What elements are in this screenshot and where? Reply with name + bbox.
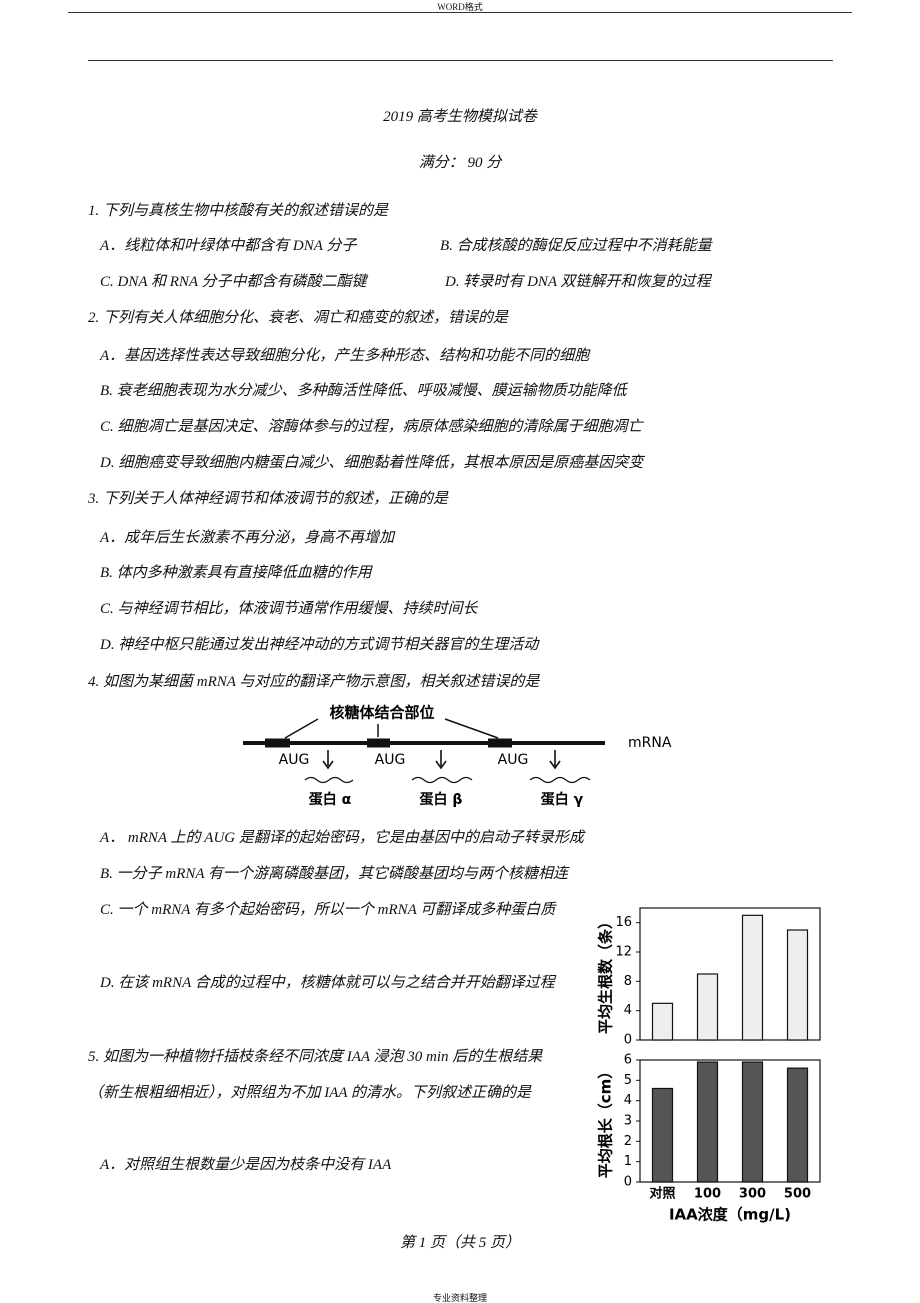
mrna-diagram (243, 718, 605, 784)
question-stem: 3. 下列关于人体神经调节和体液调节的叙述，正确的是 (88, 491, 449, 507)
y-tick-label: 4 (624, 1003, 632, 1018)
question-stem: 1. 下列与真核生物中核酸有关的叙述错误的是 (88, 203, 389, 219)
rule (88, 60, 833, 61)
y-tick-label: 2 (624, 1134, 632, 1149)
question-stem: 2. 下列有关人体细胞分化、衰老、凋亡和癌变的叙述，错误的是 (88, 310, 509, 326)
y-tick-label: 1 (624, 1154, 632, 1169)
subtitle: 满分： 90 分 (418, 155, 502, 171)
x-tick-label: 300 (739, 1187, 766, 1202)
codon-label: AUG (498, 752, 529, 768)
y-tick-label: 8 (624, 974, 632, 989)
y-tick-label: 3 (624, 1114, 632, 1129)
bar (741, 1061, 764, 1183)
option: D. 转录时有 DNA 双链解开和恢复的过程 (445, 274, 711, 290)
bar (741, 914, 764, 1041)
option: B. 衰老细胞表现为水分减少、多种酶活性降低、呼吸减慢、膜运输物质功能降低 (100, 383, 627, 399)
option: C. DNA 和 RNA 分子中都含有磷酸二酯键 (100, 274, 367, 290)
page-number: 第 1 页（共 5 页） (399, 1235, 520, 1251)
pointer (284, 718, 319, 739)
y-tick-label: 12 (615, 945, 632, 960)
option: C. 细胞凋亡是基因决定、溶酶体参与的过程，病原体感染细胞的清除属于细胞凋亡 (100, 419, 643, 435)
y-tick-label: 4 (624, 1093, 632, 1108)
option: A．成年后生长激素不再分泌，身高不再增加 (100, 530, 395, 546)
option: D. 细胞癌变导致细胞内糖蛋白减少、细胞黏着性降低，其根本原因是原癌基因突变 (100, 455, 644, 471)
codon-label: AUG (279, 752, 310, 768)
bar (651, 1087, 674, 1183)
option: A．线粒体和叶绿体中都含有 DNA 分子 (100, 238, 357, 254)
bar (651, 1002, 674, 1041)
question-stem: 5. 如图为一种植物扦插枝条经不同浓度 IAA 浸泡 30 min 后的生根结果… (88, 1049, 543, 1101)
protein-label: 蛋白 α (309, 791, 352, 808)
option: B. 体内多种激素具有直接降低血糖的作用 (100, 565, 372, 581)
polypeptide (304, 776, 591, 784)
option: A． mRNA 上的 AUG 是翻译的起始密码，它是由基因中的启动子转录形成 (100, 830, 584, 846)
title: 2019 高考生物模拟试卷 (383, 109, 537, 125)
protein-label: 蛋白 γ (541, 791, 584, 808)
header-label: WORD格式 (437, 2, 483, 12)
plot-frame (639, 907, 821, 1041)
protein-label: 蛋白 β (420, 791, 463, 808)
x-tick-label: 100 (694, 1187, 721, 1202)
y-axis-title: 平均生根数（条） (597, 914, 615, 1034)
option: A．对照组生根数量少是因为枝条中没有 IAA (100, 1157, 392, 1173)
option: D. 在该 mRNA 合成的过程中，核糖体就可以与之结合并开始翻译过程 (100, 975, 555, 991)
option: B. 合成核酸的酶促反应过程中不消耗能量 (440, 238, 712, 254)
codon-label: AUG (375, 752, 406, 768)
pointer (444, 718, 499, 739)
bar (696, 973, 719, 1041)
x-tick-label: 500 (784, 1187, 811, 1202)
rule (68, 12, 852, 13)
option: A．基因选择性表达导致细胞分化，产生多种形态、结构和功能不同的细胞 (100, 348, 590, 364)
y-tick-label: 0 (624, 1033, 632, 1048)
y-axis-title: 平均根长（cm） (597, 1064, 615, 1179)
strand-label: mRNA (628, 735, 672, 751)
footer-note: 专业资料整理 (432, 1293, 487, 1303)
bar (696, 1061, 719, 1183)
y-tick-label: 16 (615, 915, 632, 930)
y-tick-label: 0 (624, 1175, 632, 1190)
option: C. 与神经调节相比，体液调节通常作用缓慢、持续时间长 (100, 601, 478, 617)
bar (786, 929, 809, 1041)
option: C. 一个 mRNA 有多个起始密码，所以一个 mRNA 可翻译成多种蛋白质 (100, 902, 556, 918)
option: B. 一分子 mRNA 有一个游离磷酸基团，其它磷酸基团均与两个核糖相连 (100, 866, 569, 882)
question-stem: 4. 如图为某细菌 mRNA 与对应的翻译产物示意图，相关叙述错误的是 (88, 674, 540, 690)
x-tick-label: 对照 (649, 1186, 675, 1202)
bar (786, 1067, 809, 1183)
diagram-label: 核糖体结合部位 (329, 704, 434, 722)
y-tick-label: 5 (624, 1073, 632, 1088)
x-axis-title: IAA浓度（mg/L) (669, 1206, 791, 1224)
option: D. 神经中枢只能通过发出神经冲动的方式调节相关器官的生理活动 (100, 637, 539, 653)
y-tick-label: 6 (624, 1053, 632, 1068)
arrow (322, 750, 561, 770)
